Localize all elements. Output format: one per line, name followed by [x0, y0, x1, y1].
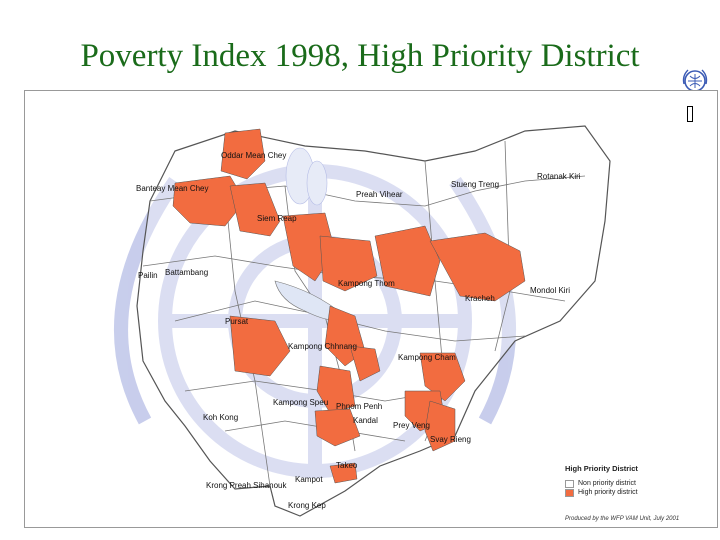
- label-oddar-mean-chey: Oddar Mean Chey: [221, 151, 287, 160]
- label-battambang: Battambang: [165, 268, 209, 277]
- label-pailin: Pailin: [138, 271, 158, 280]
- hp-district-siem-reap: [229, 182, 281, 237]
- legend-title: High Priority District: [565, 464, 638, 473]
- label-siem-reap: Siem Reap: [257, 214, 297, 223]
- map-frame: Oddar Mean Chey Banteay Mean Chey Siem R…: [24, 90, 718, 528]
- hp-district-svay-rieng: [424, 400, 456, 452]
- wheat-watermark-icon: [285, 147, 328, 206]
- legend-item-non-priority: Non priority district: [565, 479, 705, 488]
- map-credit: Produced by the WFP VAM Unit, July 2001: [565, 516, 680, 522]
- hp-district-pursat: [229, 315, 291, 377]
- legend-swatch: [565, 488, 574, 497]
- hp-district-kampong-cham: [419, 352, 466, 402]
- label-banteay-mean-chey: Banteay Mean Chey: [136, 184, 209, 193]
- label-pursat: Pursat: [225, 317, 249, 326]
- label-prey-veng: Prey Veng: [393, 421, 430, 430]
- legend-swatch: [565, 479, 574, 488]
- selection-marker: [687, 106, 693, 122]
- high-priority-districts: [172, 128, 526, 484]
- label-kandal: Kandal: [353, 416, 378, 425]
- label-mondol-kiri: Mondol Kiri: [530, 286, 571, 295]
- hp-district-kampong-chhnang-east: [349, 345, 381, 382]
- label-kracheh: Kracheh: [465, 294, 495, 303]
- label-stueng-treng: Stueng Treng: [451, 180, 500, 189]
- label-preah-vihear: Preah Vihear: [356, 190, 403, 199]
- label-takeo: Takeo: [336, 461, 358, 470]
- label-kampong-chhnang: Kampong Chhnang: [288, 342, 357, 351]
- hp-district-oddar-mean-chey: [220, 128, 266, 180]
- label-krong-kep: Krong Kep: [288, 501, 326, 510]
- map-legend: High Priority District Non priority dist…: [565, 464, 705, 516]
- label-phnom-penh: Phnom Penh: [336, 402, 383, 411]
- label-kampot: Kampot: [295, 475, 323, 484]
- legend-label: Non priority district: [578, 480, 636, 487]
- hp-district-takeo: [329, 462, 358, 484]
- label-koh-kong: Koh Kong: [203, 413, 239, 422]
- label-kampong-thom: Kampong Thom: [338, 279, 395, 288]
- hp-district-kampong-thom-north: [319, 235, 378, 292]
- label-kampong-speu: Kampong Speu: [273, 398, 329, 407]
- label-krong-preah-sihanouk: Krong Preah Sihanouk: [206, 481, 287, 490]
- legend-label: High priority district: [578, 489, 638, 496]
- hp-district-banteay-north: [172, 175, 246, 227]
- hp-district-preah-vihear: [374, 225, 441, 297]
- map-svg: [114, 125, 611, 517]
- hp-district-kracheh: [429, 232, 526, 302]
- legend-item-high-priority: High priority district: [565, 488, 705, 497]
- label-rotanak-kiri: Rotanak Kiri: [537, 172, 581, 181]
- label-kampong-cham: Kampong Cham: [398, 353, 456, 362]
- slide-title: Poverty Index 1998, High Priority Distri…: [80, 38, 640, 74]
- hp-district-kandal: [314, 408, 361, 447]
- label-svay-rieng: Svay Rieng: [430, 435, 471, 444]
